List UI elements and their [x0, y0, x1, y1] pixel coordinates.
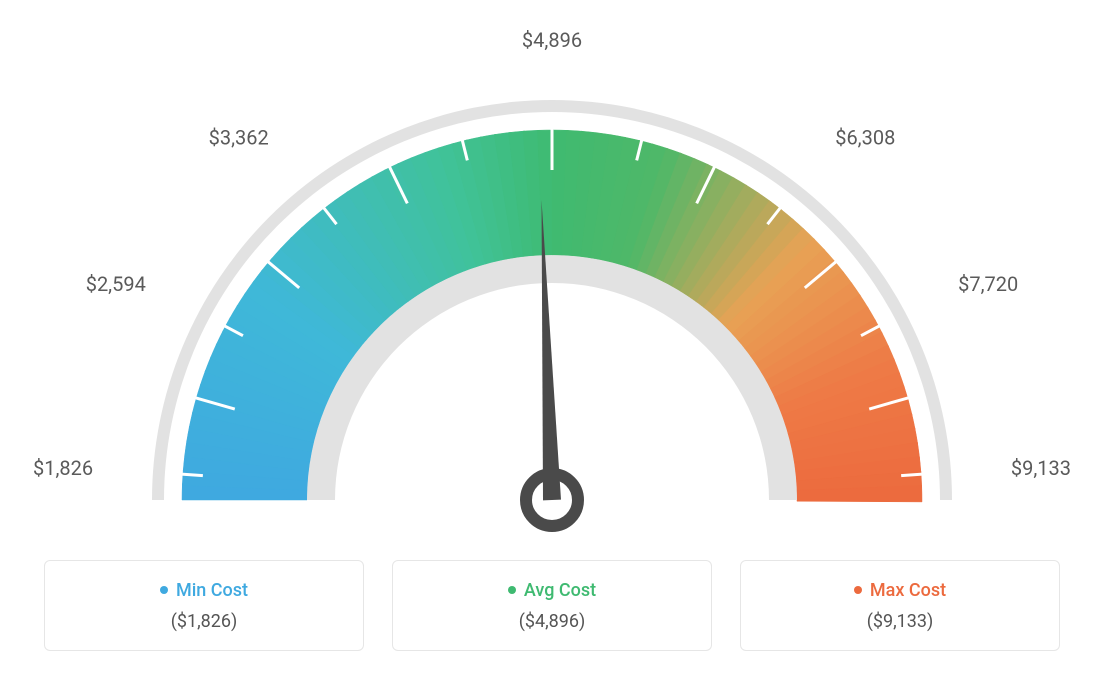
cost-gauge-widget: $1,826 $2,594 $3,362 $4,896 $6,308 $7,720 $9,1… — [20, 20, 1084, 651]
svg-text:$3,362: $3,362 — [209, 126, 269, 150]
dot-icon — [160, 586, 168, 594]
legend-max-label: Max Cost — [870, 580, 946, 601]
legend-max-box: Max Cost ($9,133) — [740, 560, 1060, 651]
dot-icon — [508, 586, 516, 594]
dot-icon — [854, 586, 862, 594]
svg-text:$4,896: $4,896 — [522, 28, 582, 52]
legend-min-title: Min Cost — [160, 580, 248, 601]
svg-text:$7,720: $7,720 — [958, 272, 1018, 296]
legend-row: Min Cost ($1,826) Avg Cost ($4,896) Max … — [20, 560, 1084, 651]
legend-avg-box: Avg Cost ($4,896) — [392, 560, 712, 651]
gauge-svg: $1,826 $2,594 $3,362 $4,896 $6,308 $7,720 $9,1… — [20, 20, 1084, 540]
svg-text:$6,308: $6,308 — [835, 126, 895, 150]
legend-max-title: Max Cost — [854, 580, 946, 601]
svg-text:$2,594: $2,594 — [86, 272, 146, 296]
gauge-chart: $1,826 $2,594 $3,362 $4,896 $6,308 $7,720 $9,1… — [20, 20, 1084, 540]
legend-min-value: ($1,826) — [55, 611, 353, 632]
legend-avg-label: Avg Cost — [524, 580, 596, 601]
legend-max-value: ($9,133) — [751, 611, 1049, 632]
svg-text:$1,826: $1,826 — [33, 456, 93, 480]
legend-min-box: Min Cost ($1,826) — [44, 560, 364, 651]
legend-avg-title: Avg Cost — [508, 580, 596, 601]
svg-text:$9,133: $9,133 — [1011, 456, 1071, 480]
legend-min-label: Min Cost — [176, 580, 248, 601]
legend-avg-value: ($4,896) — [403, 611, 701, 632]
